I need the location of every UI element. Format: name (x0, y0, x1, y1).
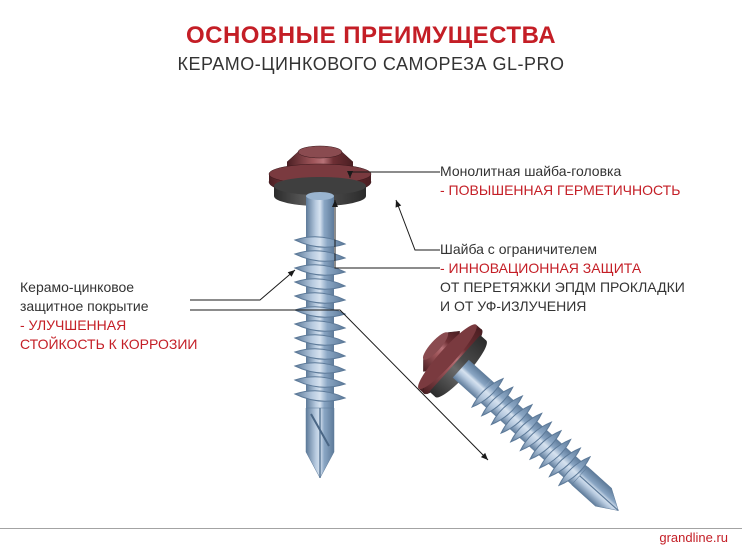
callout-text: СТОЙКОСТЬ К КОРРОЗИИ (20, 335, 197, 354)
footer-brand: grandline.ru (659, 530, 728, 545)
footer-rule (0, 528, 742, 529)
callout-text: Шайба с ограничителем (440, 240, 730, 259)
screw-upright (269, 146, 371, 478)
callout-text: ОТ ПЕРЕТЯЖКИ ЭПДМ ПРОКЛАДКИ (440, 278, 730, 297)
callout-coating: Керамо-цинковое защитное покрытие - УЛУЧ… (20, 278, 197, 354)
callout-text: Керамо-цинковое (20, 278, 197, 297)
callout-text: - УЛУЧШЕННАЯ (20, 316, 197, 335)
callout-text: - ПОВЫШЕННАЯ ГЕРМЕТИЧНОСТЬ (440, 181, 730, 200)
screw-tilted (403, 311, 647, 543)
callout-text: - ИННОВАЦИОННАЯ ЗАЩИТА (440, 259, 730, 278)
callout-text: И ОТ УФ-ИЗЛУЧЕНИЯ (440, 297, 730, 316)
callout-text: защитное покрытие (20, 297, 197, 316)
callout-washer: Шайба с ограничителем - ИННОВАЦИОННАЯ ЗА… (440, 240, 730, 316)
infographic-stage: ОСНОВНЫЕ ПРЕИМУЩЕСТВА КЕРАМО-ЦИНКОВОГО С… (0, 0, 742, 551)
callout-head: Монолитная шайба-головка - ПОВЫШЕННАЯ ГЕ… (440, 162, 730, 200)
callout-text: Монолитная шайба-головка (440, 162, 730, 181)
